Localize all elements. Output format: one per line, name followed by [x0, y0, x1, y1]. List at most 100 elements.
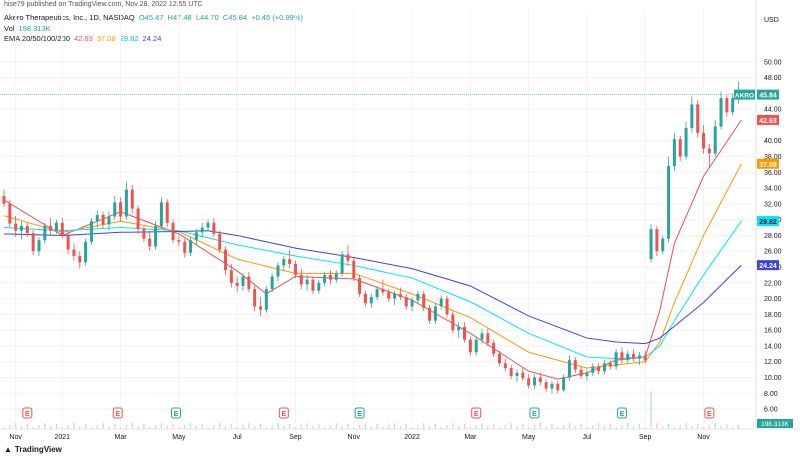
legend-volume-line[interactable]: Vol 198.313K: [4, 24, 53, 33]
earnings-marker-label: E: [474, 411, 479, 418]
volume-bar: [533, 425, 536, 429]
volume-bar: [294, 427, 297, 429]
volume-bar: [166, 426, 168, 429]
volume-bar: [9, 425, 11, 429]
candle-body: [690, 104, 694, 129]
candle-body: [49, 225, 53, 231]
volume-bar: [388, 425, 390, 429]
candle-body: [620, 352, 624, 361]
time-axis: Nov 2021 Mar May Jul Sep Nov 2022 Mar May Jul Sep No…: [0, 428, 800, 441]
volume-bar: [79, 426, 81, 429]
ema-line-ema200: [3, 230, 742, 345]
candle-body: [404, 297, 408, 307]
volume-bar: [423, 423, 425, 429]
candle-body: [218, 233, 222, 250]
volume-bar: [189, 423, 192, 429]
candle-body: [696, 104, 700, 133]
volume-bar: [254, 426, 256, 429]
volume-bar: [26, 424, 28, 429]
volume-bar: [32, 427, 34, 429]
candle-body: [474, 339, 478, 353]
ema-tag-bg: [757, 114, 779, 125]
candle-body: [369, 297, 373, 304]
volume-bar: [405, 424, 407, 429]
candle-body: [299, 274, 303, 285]
legend-ema-line[interactable]: EMA 20/50/100/200 42.63 37.08 29.82 24.2…: [4, 34, 163, 43]
volume-bar: [440, 427, 442, 429]
y-tick-label: 20.00: [764, 296, 782, 303]
x-tick-label: 2021: [55, 434, 71, 441]
candle-body: [183, 241, 187, 253]
y-tick-label: 8.00: [764, 391, 778, 398]
y-tick-label: 34.00: [764, 186, 782, 193]
volume-label: Vol: [4, 24, 15, 33]
candle-body: [101, 214, 105, 225]
candle-body: [480, 333, 484, 340]
volume-bar: [172, 424, 174, 429]
volume-bar: [242, 425, 244, 429]
ohlc-close: C45.84: [222, 13, 248, 22]
candle-body: [538, 377, 542, 383]
volume-bar: [568, 423, 571, 429]
volume-bar: [265, 427, 267, 429]
volume-bar: [329, 425, 332, 429]
volume-bar: [487, 426, 489, 429]
candle-body: [194, 232, 198, 241]
volume-bar: [364, 423, 367, 429]
ema-tag: 29.82: [759, 219, 777, 226]
volume-bar: [3, 427, 5, 429]
candle-body: [136, 208, 140, 230]
volume-bar: [399, 426, 402, 429]
last-price-tag: 45.84: [759, 93, 777, 100]
volume-bar: [656, 423, 658, 429]
candle-body: [352, 260, 356, 279]
volume-bar: [259, 424, 262, 429]
x-tick-label: Nov: [348, 434, 361, 441]
tradingview-logo[interactable]: ▲ TradingView: [4, 445, 62, 454]
earnings-marker: [112, 407, 123, 419]
candle-body: [288, 259, 292, 264]
candle-body: [550, 383, 554, 389]
y-tick-label: 26.00: [764, 249, 782, 256]
candle-body: [107, 216, 111, 225]
candle-body: [719, 98, 723, 127]
volume-bar: [592, 425, 594, 429]
candle-body: [43, 225, 47, 241]
earnings-marker-label: E: [532, 411, 537, 418]
candle-body: [387, 292, 391, 299]
candle-body: [95, 214, 99, 222]
candle-body: [381, 289, 385, 293]
ohlc-open: O45.47: [138, 13, 164, 22]
candle-body: [154, 225, 158, 247]
grid: [0, 10, 756, 425]
volume-bar: [341, 426, 343, 429]
volume-bar: [382, 427, 384, 429]
volume-bar: [114, 424, 116, 429]
volume-bar: [108, 426, 110, 429]
candle-body: [451, 314, 455, 331]
symbol-title[interactable]: Akero Therapeutics, Inc., 1D, NASDAQ: [4, 13, 135, 22]
candle-body: [463, 327, 467, 340]
candle-body: [130, 189, 134, 209]
volume-bar: [376, 424, 378, 429]
earnings-marker: [278, 407, 289, 419]
volume-bar: [691, 426, 693, 429]
candle-body: [632, 353, 636, 359]
volume-bar: [498, 427, 501, 429]
x-tick-label: Nov: [697, 434, 710, 441]
x-tick-label: Mar: [464, 434, 477, 441]
volume-tag: 198.313K: [761, 421, 789, 428]
earnings-marker-label: E: [620, 411, 625, 418]
volume-bar: [563, 425, 565, 429]
earnings-marker: [616, 407, 627, 419]
candle-body: [305, 279, 309, 285]
volume-bar: [737, 425, 740, 429]
candle-body: [270, 276, 274, 290]
volume-bar: [580, 424, 582, 429]
volume-bar: [96, 425, 98, 429]
ema-lines: [3, 119, 742, 380]
volume-bar: [545, 426, 547, 429]
candle-body: [54, 222, 58, 231]
